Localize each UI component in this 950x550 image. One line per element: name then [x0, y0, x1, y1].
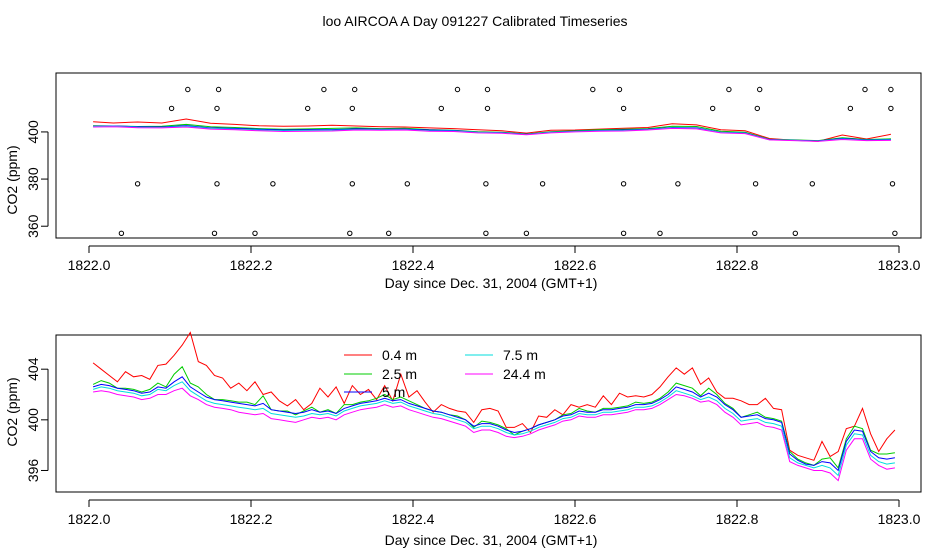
- top-panel: 1822.0 1822.2 1822.4 1822.6 1822.8 1823.0 360…: [4, 72, 922, 291]
- data-point: [523, 230, 530, 237]
- series-line-7-5-m: [92, 381, 895, 477]
- top-y-axis: 360 380 400: [25, 120, 49, 238]
- x-tick-label: 1823.0: [878, 511, 921, 527]
- x-tick-label: 1822.4: [392, 257, 435, 273]
- x-tick-label: 1823.0: [878, 257, 921, 273]
- data-point: [134, 181, 141, 187]
- data-point: [888, 105, 894, 112]
- x-tick-label: 1822.6: [554, 257, 597, 273]
- y-tick-label: 380: [25, 167, 41, 191]
- data-point: [321, 86, 327, 93]
- series-line-24-4-m: [93, 387, 895, 482]
- y-tick-label: 404: [25, 357, 41, 381]
- data-point: [168, 105, 175, 112]
- data-point: [710, 105, 716, 112]
- data-point: [754, 105, 760, 112]
- data-point: [484, 86, 491, 93]
- data-point: [404, 181, 410, 187]
- data-point: [616, 86, 623, 93]
- data-point: [620, 105, 627, 112]
- bottom-x-axis: 1822.0 1822.2 1822.4 1822.6 1822.8 1823.0: [68, 499, 921, 527]
- data-point: [675, 181, 681, 187]
- data-point: [752, 181, 759, 187]
- legend-label: 24.4 m: [503, 366, 546, 382]
- data-point: [862, 86, 868, 93]
- data-point: [214, 181, 220, 187]
- bottom-plot-frame: [55, 334, 922, 493]
- y-tick-label: 400: [25, 408, 41, 432]
- data-point: [270, 181, 276, 187]
- data-point: [214, 105, 220, 112]
- legend-label: 5 m: [382, 384, 405, 400]
- data-point: [484, 105, 491, 112]
- y-tick-label: 400: [25, 120, 41, 144]
- data-point: [888, 86, 894, 93]
- x-tick-label: 1822.2: [230, 257, 273, 273]
- data-point: [847, 105, 854, 112]
- data-point: [438, 105, 444, 112]
- data-point: [347, 230, 353, 237]
- legend-item: 24.4 m: [465, 366, 546, 382]
- data-point: [386, 230, 392, 237]
- top-x-axis-label: Day since Dec. 31, 2004 (GMT+1): [385, 275, 598, 291]
- bottom-panel: 0.4 m2.5 m5 m7.5 m24.4 m 1822.0 1822.2 182…: [4, 331, 922, 548]
- legend-label: 2.5 m: [382, 366, 417, 382]
- top-plot-marks: [93, 86, 898, 237]
- data-point: [349, 105, 355, 112]
- data-point: [792, 230, 798, 237]
- bottom-plot-marks: [92, 331, 896, 482]
- data-point: [809, 181, 815, 187]
- x-tick-label: 1822.0: [68, 511, 111, 527]
- data-point: [620, 181, 627, 187]
- data-point: [483, 181, 489, 187]
- legend-item: 2.5 m: [344, 366, 417, 382]
- y-tick-label: 396: [25, 459, 41, 483]
- data-point: [252, 230, 258, 237]
- data-point: [454, 86, 461, 93]
- chart-title: loo AIRCOA A Day 091227 Calibrated Times…: [322, 13, 627, 29]
- x-tick-label: 1822.8: [716, 257, 759, 273]
- legend-item: 7.5 m: [465, 347, 538, 363]
- x-tick-label: 1822.2: [230, 511, 273, 527]
- bottom-x-axis-label: Day since Dec. 31, 2004 (GMT+1): [385, 532, 598, 548]
- legend-label: 0.4 m: [382, 347, 417, 363]
- data-point: [657, 230, 663, 237]
- data-point: [211, 230, 218, 237]
- y-tick-label: 360: [25, 214, 41, 238]
- top-plot-frame: [55, 72, 922, 239]
- data-point: [305, 105, 311, 112]
- legend-label: 7.5 m: [503, 347, 538, 363]
- bottom-y-axis-label: CO2 (ppm): [4, 377, 20, 446]
- series-line-2-5-m: [92, 365, 895, 469]
- data-point: [483, 230, 489, 237]
- bottom-y-axis: 396 400 404: [25, 357, 49, 483]
- x-tick-label: 1822.6: [554, 511, 597, 527]
- data-point: [752, 230, 758, 237]
- top-x-axis: 1822.0 1822.2 1822.4 1822.6 1822.8 1823.0: [68, 245, 921, 273]
- data-point: [757, 86, 763, 93]
- top-y-axis-label: CO2 (ppm): [4, 145, 20, 214]
- x-tick-label: 1822.0: [68, 257, 111, 273]
- series-line-4: [93, 126, 891, 142]
- data-point: [349, 181, 355, 187]
- x-tick-label: 1822.4: [392, 511, 435, 527]
- data-point: [726, 86, 732, 93]
- x-tick-label: 1822.8: [716, 511, 759, 527]
- series-line-0: [93, 118, 891, 142]
- data-point: [539, 181, 546, 187]
- data-point: [352, 86, 358, 93]
- data-point: [889, 181, 896, 187]
- data-point: [118, 230, 125, 237]
- legend-item: 5 m: [344, 384, 405, 400]
- data-point: [620, 230, 627, 237]
- series-line-5-m: [92, 376, 895, 472]
- legend-item: 0.4 m: [344, 347, 417, 363]
- data-point: [590, 86, 596, 93]
- data-point: [215, 86, 222, 93]
- series-line-0-4-m: [92, 331, 896, 461]
- data-point: [185, 86, 191, 93]
- data-point: [892, 230, 898, 237]
- legend: 0.4 m 2.5 m 5 m 7.5 m 24.4 m: [344, 347, 546, 400]
